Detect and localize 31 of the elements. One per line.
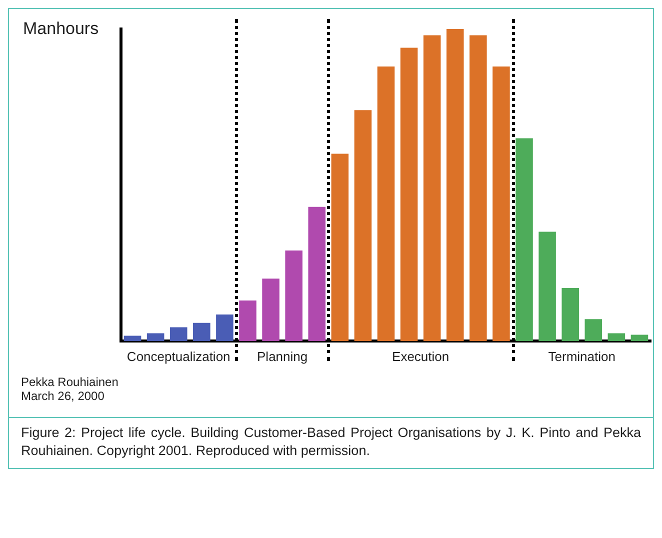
bar (124, 336, 142, 341)
text: Conceptualization (126, 349, 230, 364)
bar (170, 327, 188, 341)
bar (400, 48, 418, 341)
text: Execution (392, 349, 450, 364)
bar (423, 35, 441, 341)
bar (538, 232, 556, 341)
bar (516, 138, 533, 341)
bar (308, 206, 326, 341)
bar (608, 333, 626, 341)
text: March 26, 2000 (21, 389, 106, 403)
bar (262, 278, 280, 341)
bar (630, 334, 648, 341)
bar (216, 314, 234, 341)
text: Planning (257, 349, 308, 364)
caption: Figure 2: Project life cycle. Building Customer-Based Project Organisations by J. K. Pinto and Pekka Rouhiainen. Copyright 2001. Reproduced with permission. (21, 424, 641, 460)
bar (354, 110, 372, 341)
bar (285, 250, 302, 341)
bar (446, 29, 464, 341)
text: Pekka Rouhiainen (21, 375, 120, 389)
text: Termination (548, 349, 616, 364)
bar (146, 333, 164, 341)
y-axis-title: Manhours (23, 19, 99, 38)
bar (377, 66, 395, 341)
bar (331, 154, 349, 341)
bar (193, 322, 210, 341)
bar (584, 319, 602, 341)
bar (492, 66, 510, 341)
bar (239, 300, 256, 341)
bar (470, 35, 487, 341)
bar (562, 288, 579, 341)
